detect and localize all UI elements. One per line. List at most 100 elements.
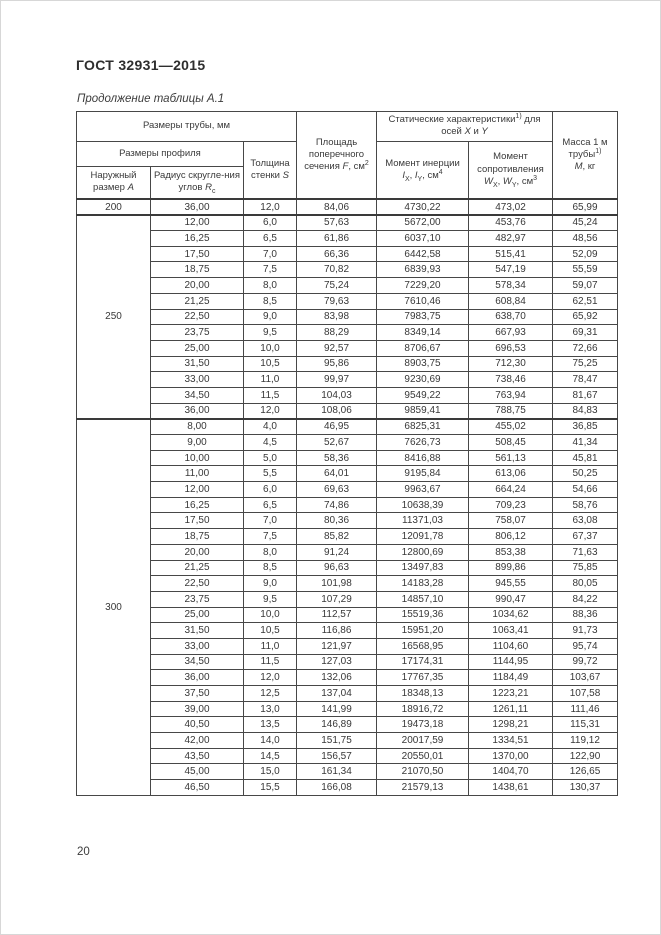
table-row: 11,00 5,5 64,01 9195,84 613,06 50,25 xyxy=(77,465,618,483)
value-cell: 758,07 xyxy=(468,512,553,530)
value-cell: 7229,20 xyxy=(376,277,469,294)
value-cell: 7983,75 xyxy=(376,308,469,326)
value-cell: 1104,60 xyxy=(468,637,553,655)
value-cell: 50,25 xyxy=(552,465,618,483)
value-cell: 84,22 xyxy=(552,590,618,608)
value-cell: 9,0 xyxy=(243,575,297,592)
value-cell: 74,86 xyxy=(296,496,377,514)
value-cell: 16568,95 xyxy=(376,637,469,655)
value-cell: 20,00 xyxy=(150,277,244,294)
table-row: 34,50 11,5 127,03 17174,31 1144,95 99,72 xyxy=(77,653,618,671)
value-cell: 12,00 xyxy=(150,481,244,498)
outer-size-var: А xyxy=(127,182,134,194)
value-cell: 39,00 xyxy=(150,700,244,718)
value-cell: 119,12 xyxy=(552,732,618,749)
value-cell: 6,5 xyxy=(243,496,297,514)
header-static-characteristics: Статические характеристики1) для осей X … xyxy=(376,111,553,142)
value-cell: 13,5 xyxy=(243,716,297,734)
area-sup: 2 xyxy=(364,160,369,168)
corner-radius-var: R xyxy=(205,182,212,194)
value-cell: 108,06 xyxy=(296,402,377,420)
static-label-3: и xyxy=(470,126,482,138)
value-cell: 1034,62 xyxy=(468,606,553,624)
value-cell: 1334,51 xyxy=(468,732,553,749)
value-cell: 75,25 xyxy=(552,355,618,373)
value-cell: 15519,36 xyxy=(376,606,469,624)
value-cell: 6,0 xyxy=(243,213,297,232)
value-cell: 48,56 xyxy=(552,230,618,247)
value-cell: 95,86 xyxy=(296,355,377,373)
value-cell: 17767,35 xyxy=(376,669,469,686)
outer-size-label: Наружный размер xyxy=(90,170,137,194)
value-cell: 20550,01 xyxy=(376,747,469,765)
table-row: 20,00 8,0 75,24 7229,20 578,34 59,07 xyxy=(77,277,618,294)
value-cell: 42,00 xyxy=(150,732,244,749)
inertia-sub-2: Y xyxy=(417,175,423,183)
value-cell: 33,00 xyxy=(150,371,244,388)
value-cell: 23,75 xyxy=(150,324,244,341)
value-cell: 80,36 xyxy=(296,512,377,530)
value-cell: 10638,39 xyxy=(376,496,469,514)
value-cell: 146,89 xyxy=(296,716,377,734)
value-cell: 43,50 xyxy=(150,747,244,765)
value-cell: 46,95 xyxy=(296,417,377,435)
value-cell: 25,00 xyxy=(150,606,244,624)
value-cell: 16,25 xyxy=(150,496,244,514)
value-cell: 9549,22 xyxy=(376,386,469,404)
outer-size-cell: 300 xyxy=(76,417,151,796)
value-cell: 9,5 xyxy=(243,590,297,608)
value-cell: 91,73 xyxy=(552,622,618,639)
value-cell: 101,98 xyxy=(296,575,377,592)
value-cell: 7,5 xyxy=(243,528,297,545)
table-row: 10,00 5,0 58,36 8416,88 561,13 45,81 xyxy=(77,449,618,467)
value-cell: 45,81 xyxy=(552,449,618,467)
table-row: 21,25 8,5 96,63 13497,83 899,86 75,85 xyxy=(77,559,618,577)
inertia-unit: , см xyxy=(422,169,439,181)
table-row: 16,25 6,5 74,86 10638,39 709,23 58,76 xyxy=(77,496,618,514)
value-cell: 103,67 xyxy=(552,669,618,686)
value-cell: 4730,22 xyxy=(376,198,469,216)
value-cell: 9230,69 xyxy=(376,371,469,388)
value-cell: 75,24 xyxy=(296,277,377,294)
value-cell: 17174,31 xyxy=(376,653,469,671)
value-cell: 9,00 xyxy=(150,434,244,451)
value-cell: 45,00 xyxy=(150,763,244,781)
pipe-dimensions-table: Размеры трубы, мм Площадь поперечного се… xyxy=(76,111,618,796)
value-cell: 7,0 xyxy=(243,512,297,530)
value-cell: 122,90 xyxy=(552,747,618,765)
inertia-var-2: I xyxy=(414,169,418,181)
header-moment-of-resistance: Момент сопротивления WX, WY, см3 xyxy=(468,140,553,200)
value-cell: 14,0 xyxy=(243,732,297,749)
table-row: 22,50 9,0 101,98 14183,28 945,55 80,05 xyxy=(77,575,618,592)
value-cell: 7626,73 xyxy=(376,434,469,451)
value-cell: 111,46 xyxy=(552,700,618,718)
table-row: 34,50 11,5 104,03 9549,22 763,94 81,67 xyxy=(77,386,618,404)
value-cell: 6,0 xyxy=(243,481,297,498)
resistance-label: Момент сопротивления xyxy=(477,151,544,175)
header-pipe-dimensions-label: Размеры трубы, мм xyxy=(142,120,231,132)
value-cell: 21,25 xyxy=(150,559,244,577)
mass-unit: , кг xyxy=(582,161,596,173)
value-cell: 11,0 xyxy=(243,637,297,655)
value-cell: 126,65 xyxy=(552,763,618,781)
value-cell: 8,5 xyxy=(243,292,297,310)
doc-number: ГОСТ 32931—2015 xyxy=(76,57,206,73)
value-cell: 6037,10 xyxy=(376,230,469,247)
value-cell: 788,75 xyxy=(468,402,553,420)
inertia-sub-1: X xyxy=(404,175,410,183)
header-outer-size: Наружный размер А xyxy=(76,165,151,200)
value-cell: 81,67 xyxy=(552,386,618,404)
value-cell: 41,34 xyxy=(552,434,618,451)
value-cell: 79,63 xyxy=(296,292,377,310)
value-cell: 116,86 xyxy=(296,622,377,639)
value-cell: 8,0 xyxy=(243,543,297,561)
value-cell: 11,5 xyxy=(243,386,297,404)
outer-size-cell: 200 xyxy=(76,198,151,216)
outer-size-cell: 250 xyxy=(76,213,151,420)
value-cell: 12,0 xyxy=(243,198,297,216)
value-cell: 13497,83 xyxy=(376,559,469,577)
table-row: 18,75 7,5 85,82 12091,78 806,12 67,37 xyxy=(77,528,618,545)
value-cell: 4,0 xyxy=(243,417,297,435)
value-cell: 88,29 xyxy=(296,324,377,341)
value-cell: 473,02 xyxy=(468,198,553,216)
